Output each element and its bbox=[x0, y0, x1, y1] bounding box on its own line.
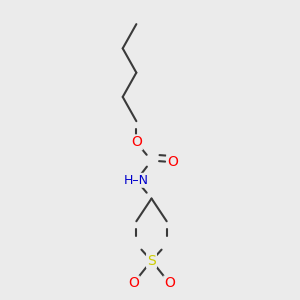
Text: S: S bbox=[147, 254, 156, 268]
Text: O: O bbox=[167, 155, 178, 169]
Text: O: O bbox=[128, 276, 139, 290]
Text: O: O bbox=[131, 135, 142, 149]
Text: O: O bbox=[164, 276, 175, 290]
Text: H–N: H–N bbox=[124, 174, 149, 187]
